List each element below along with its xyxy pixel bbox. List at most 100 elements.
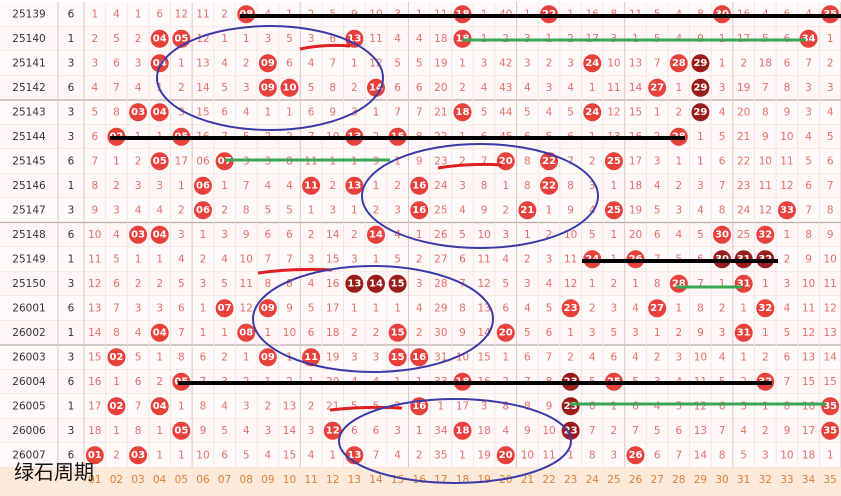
hit-number: 15 — [391, 278, 405, 289]
miss-count: 3 — [373, 351, 380, 363]
hit-ball — [345, 29, 364, 48]
miss-count: 1 — [156, 351, 163, 363]
hit-number: 09 — [261, 352, 275, 363]
miss-count: 4 — [632, 351, 639, 363]
miss-count: 1 — [135, 8, 142, 20]
miss-count: 15 — [326, 253, 339, 265]
column-number: 09 — [261, 474, 274, 486]
period: 25141 — [12, 57, 45, 69]
miss-count: 2 — [567, 351, 574, 363]
miss-count: 8 — [91, 180, 98, 192]
miss-count: 1 — [373, 253, 380, 265]
row-bg — [0, 320, 841, 345]
miss-count: 6 — [135, 376, 142, 388]
hit-ball — [691, 54, 710, 73]
miss-count: 2 — [200, 253, 207, 265]
hit-number: 11 — [304, 180, 318, 191]
miss-count: 5 — [524, 327, 531, 339]
miss-count: 7 — [675, 449, 682, 461]
miss-count: 13 — [802, 351, 815, 363]
miss-count: 4 — [675, 229, 682, 241]
column-number: 23 — [564, 474, 577, 486]
miss-count: 3 — [632, 327, 639, 339]
hit-ball — [366, 274, 385, 293]
column-number: 26 — [629, 474, 643, 486]
miss-count: 2 — [156, 278, 163, 290]
miss-count: 5 — [221, 425, 228, 437]
miss-count: 22 — [737, 155, 750, 167]
miss-count: 2 — [611, 425, 618, 437]
miss-count: 7 — [546, 351, 553, 363]
miss-count: 13 — [196, 57, 209, 69]
miss-count: 6 — [784, 351, 791, 363]
miss-count: 5 — [654, 425, 661, 437]
tail-number: 3 — [68, 131, 75, 143]
miss-count: 2 — [740, 57, 747, 69]
miss-count: 2 — [243, 57, 250, 69]
miss-count: 8 — [654, 278, 661, 290]
miss-count: 12 — [240, 302, 253, 314]
column-number: 16 — [413, 474, 427, 486]
miss-count: 7 — [286, 253, 293, 265]
hit-number: 09 — [261, 58, 275, 69]
miss-count: 8 — [135, 425, 142, 437]
miss-count: 1 — [611, 400, 618, 412]
hit-ball — [237, 323, 256, 342]
miss-count: 6 — [286, 229, 293, 241]
miss-count: 15 — [477, 351, 490, 363]
miss-count: 4 — [524, 302, 531, 314]
miss-count: 17 — [802, 425, 815, 437]
miss-count: 17 — [175, 155, 188, 167]
miss-count: 1 — [459, 57, 466, 69]
miss-count: 5 — [394, 253, 401, 265]
miss-count: 2 — [135, 33, 142, 45]
miss-count: 4 — [589, 351, 596, 363]
miss-count: 6 — [805, 180, 812, 192]
miss-count: 17 — [456, 400, 469, 412]
miss-count: 4 — [135, 82, 142, 94]
blue-ellipse — [338, 398, 572, 484]
miss-count: 4 — [632, 302, 639, 314]
miss-count: 7 — [113, 302, 120, 314]
miss-count: 1 — [221, 180, 228, 192]
miss-count: 1 — [762, 400, 769, 412]
miss-count: 1 — [740, 302, 747, 314]
tail-number: 1 — [68, 180, 75, 192]
hit-ball — [518, 201, 537, 220]
miss-count: 12 — [823, 302, 836, 314]
miss-count: 1 — [308, 204, 315, 216]
column-number: 10 — [283, 474, 296, 486]
miss-count: 13 — [823, 327, 836, 339]
hit-ball — [561, 299, 580, 318]
miss-count: 5 — [135, 351, 142, 363]
miss-count: 3 — [135, 302, 142, 314]
miss-count: 7 — [784, 376, 791, 388]
miss-count: 1 — [113, 425, 120, 437]
miss-count: 1 — [243, 33, 250, 45]
miss-count: 1 — [611, 229, 618, 241]
hit-number: 14 — [369, 278, 383, 289]
miss-count: 8 — [567, 180, 574, 192]
hit-number: 05 — [174, 425, 188, 436]
hit-number: 12 — [326, 425, 340, 436]
miss-count: 11 — [759, 180, 772, 192]
miss-count: 3 — [135, 57, 142, 69]
tail-number: 6 — [68, 155, 75, 167]
miss-count: 2 — [784, 253, 791, 265]
miss-count: 5 — [459, 229, 466, 241]
miss-count: 6 — [827, 155, 834, 167]
miss-count: 6 — [654, 449, 661, 461]
miss-count: 6 — [632, 400, 639, 412]
hit-number: 04 — [153, 229, 167, 240]
miss-count: 7 — [719, 425, 726, 437]
hit-ball — [777, 201, 796, 220]
miss-count: 2 — [351, 229, 358, 241]
miss-count: 4 — [264, 449, 271, 461]
miss-count: 5 — [113, 33, 120, 45]
miss-count: 3 — [805, 82, 812, 94]
hit-number: 34 — [802, 33, 816, 44]
hit-ball — [583, 103, 602, 122]
miss-count: 2 — [675, 106, 682, 118]
miss-count: 1 — [200, 229, 207, 241]
hit-number: 06 — [196, 180, 210, 191]
